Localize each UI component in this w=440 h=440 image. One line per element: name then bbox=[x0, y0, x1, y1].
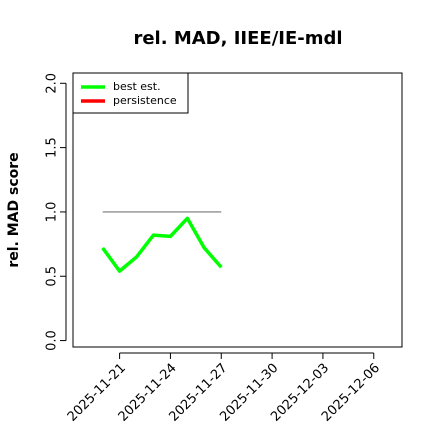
series-line bbox=[101, 216, 223, 273]
y-tick-label: 1.5 bbox=[45, 137, 60, 158]
plot-frame bbox=[72, 72, 403, 348]
legend-label: best est. bbox=[113, 80, 161, 93]
y-tick-label: 1.0 bbox=[45, 202, 60, 223]
y-tick-label: 0.0 bbox=[45, 330, 60, 351]
chart-title: rel. MAD, IIEE/IE-mdl bbox=[133, 28, 342, 49]
y-axis-label: rel. MAD score bbox=[6, 152, 22, 267]
legend-label: persistence bbox=[113, 94, 177, 107]
y-tick-label: 0.5 bbox=[45, 266, 60, 287]
legend-box bbox=[72, 72, 189, 114]
y-tick-label: 2.0 bbox=[45, 73, 60, 94]
